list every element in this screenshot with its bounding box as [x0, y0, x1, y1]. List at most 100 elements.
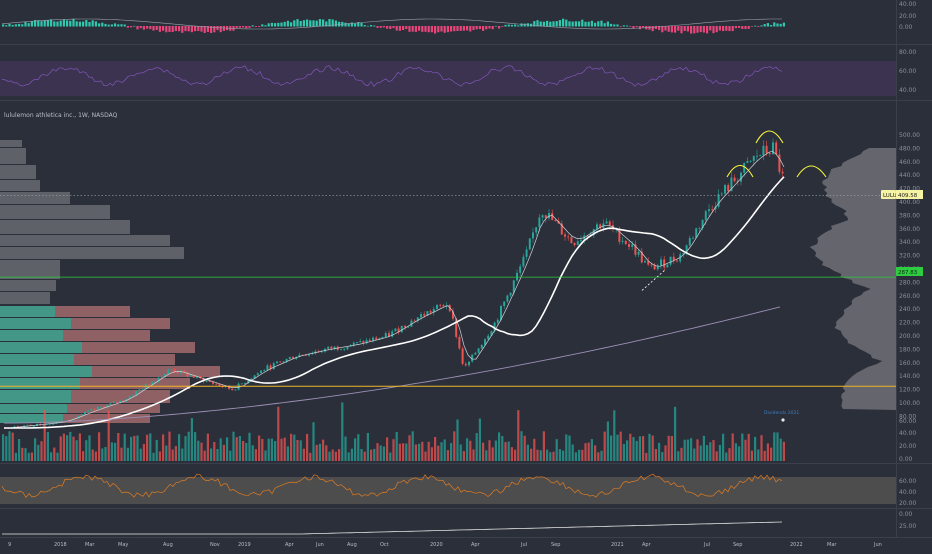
macd-bar-151: [485, 26, 488, 30]
time-tick-1: 2018: [54, 542, 67, 548]
volume-bar-31: [101, 448, 104, 461]
candle-body-24: [80, 414, 83, 416]
candle-body-28: [93, 409, 96, 410]
profile-bar-11: [0, 292, 50, 304]
candle-body-138: [445, 305, 448, 307]
candle-body-85: [276, 361, 278, 364]
adx-indicator: [2, 521, 783, 535]
volume-bar-133: [427, 441, 430, 461]
volume-bar-206: [661, 452, 664, 461]
candle-body-131: [423, 314, 426, 316]
candle-body-8: [29, 424, 32, 426]
time-tick-21: Jun: [873, 542, 882, 548]
volume-bar-148: [475, 433, 478, 461]
candle-body-86: [279, 361, 282, 363]
profile-bar-14: [0, 330, 150, 341]
volume-bar-197: [632, 437, 635, 461]
macd-bar-101: [325, 21, 328, 27]
volume-bar-202: [648, 433, 651, 461]
candle-body-197: [634, 244, 637, 255]
volume-bar-23: [75, 440, 78, 461]
macd-bar-25: [82, 21, 85, 27]
volume-bar-196: [629, 433, 632, 461]
macd-bar-117: [376, 26, 379, 28]
time-tick-12: Apr: [471, 542, 481, 548]
macd-bar-60: [194, 26, 197, 32]
profile-bar-8: [0, 247, 184, 259]
candle-body-196: [631, 244, 634, 247]
volume-bar-115: [370, 449, 373, 461]
symbol-title[interactable]: lululemon athletica inc., 1W, NASDAQ: [4, 112, 118, 119]
volume-bar-203: [651, 435, 654, 461]
candle-body-58: [189, 375, 192, 377]
macd-bar-217: [696, 26, 699, 33]
volume-bar-10: [34, 438, 37, 461]
macd-bar-37: [120, 24, 123, 27]
macd-bar-5: [18, 23, 21, 27]
volume-bar-209: [670, 435, 673, 461]
volume-bar-6: [21, 447, 24, 461]
candle-body-204: [656, 265, 659, 270]
candle-body-171: [551, 213, 554, 221]
time-tick-17: Jul: [703, 542, 710, 548]
volume-bar-5: [18, 439, 21, 461]
volume-bar-184: [590, 439, 593, 461]
volume-bar-14: [46, 432, 49, 461]
macd-bar-214: [686, 26, 689, 32]
volume-bar-16: [53, 447, 56, 461]
volume-bar-86: [277, 406, 280, 461]
ticker-badge-label: LULU: [883, 193, 897, 199]
volume-bar-228: [731, 433, 734, 461]
time-tick-7: Apr: [285, 542, 295, 548]
stoch-pane: [0, 45, 932, 100]
macd-bar-169: [542, 21, 545, 27]
volume-bar-138: [443, 439, 446, 461]
macd-bar-102: [328, 18, 331, 27]
price-tick-3: 440.00: [899, 172, 920, 179]
profile-bar-up-20: [0, 404, 67, 413]
time-tick-19: 2022: [790, 542, 803, 548]
volume-bar-225: [722, 433, 725, 461]
candle-body-82: [266, 365, 269, 371]
candle-body-83: [269, 365, 272, 369]
candle-body-206: [663, 259, 666, 268]
volume-bar-38: [123, 433, 126, 461]
volume-bar-137: [440, 442, 443, 461]
volume-bar-53: [171, 449, 174, 461]
macd-bar-230: [738, 26, 741, 28]
macd-bar-22: [72, 18, 75, 27]
macd-bar-183: [587, 21, 590, 27]
volume-bar-42: [136, 435, 139, 461]
candle-body-228: [733, 177, 736, 182]
volume-bar-176: [565, 434, 568, 461]
volume-bar-139: [446, 450, 449, 461]
candle-body-52: [170, 369, 173, 371]
profile-bar-5: [0, 205, 110, 219]
volume-bar-152: [488, 440, 491, 461]
profile-bar-3: [0, 180, 40, 191]
candle-body-220: [708, 209, 710, 212]
candle-body-180: [580, 239, 582, 242]
volume-bar-7: [24, 448, 27, 461]
macd-bar-11: [37, 20, 40, 27]
macd-bar-13: [43, 20, 46, 27]
macd-bar-9: [30, 21, 33, 27]
volume-bar-143: [459, 444, 462, 461]
macd-bar-146: [469, 26, 472, 32]
volume-bar-218: [699, 445, 702, 461]
price-tick-6: 380.00: [899, 212, 920, 219]
volume-bar-100: [322, 439, 325, 461]
dividend-marker[interactable]: [781, 418, 785, 422]
volume-bar-212: [680, 447, 683, 461]
candle-body-216: [695, 228, 698, 238]
dividends-annotation[interactable]: Dividends 2021: [764, 410, 799, 416]
macd-bar-141: [453, 26, 456, 32]
macd-bar-223: [715, 26, 718, 33]
candle-body-240: [772, 142, 774, 155]
macd-bar-14: [46, 20, 49, 27]
macd-bar-65: [210, 26, 213, 34]
volume-bar-145: [466, 438, 469, 461]
candle-body-103: [333, 346, 336, 349]
right-shoulder-arc: [796, 165, 827, 178]
